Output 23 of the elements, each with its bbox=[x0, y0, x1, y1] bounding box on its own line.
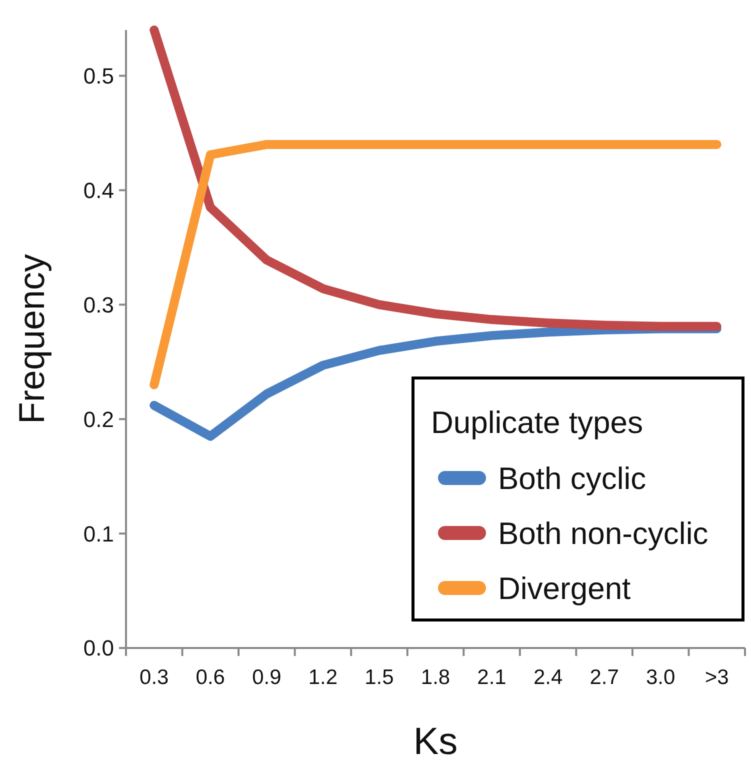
x-tick-label: >3 bbox=[704, 666, 729, 689]
y-axis-title: Frequency bbox=[11, 254, 52, 424]
x-tick-label: 3.0 bbox=[646, 666, 676, 689]
x-tick-label: 1.8 bbox=[420, 666, 450, 689]
y-tick-label: 0.1 bbox=[83, 521, 114, 546]
x-tick-label: 2.7 bbox=[590, 666, 619, 689]
x-tick-label: 1.5 bbox=[364, 666, 394, 689]
legend-title: Duplicate types bbox=[431, 405, 643, 440]
y-tick-label: 0.0 bbox=[83, 636, 114, 661]
legend-label: Both non-cyclic bbox=[498, 516, 708, 551]
x-tick-label: 2.1 bbox=[477, 666, 506, 689]
legend-label: Divergent bbox=[498, 570, 632, 606]
y-tick-label: 0.2 bbox=[83, 406, 114, 432]
x-tick-label: 0.9 bbox=[252, 666, 282, 689]
legend-label: Both cyclic bbox=[498, 460, 646, 496]
y-tick-label: 0.4 bbox=[83, 178, 114, 203]
x-tick-label: 0.6 bbox=[196, 666, 226, 689]
x-tick-label: 0.3 bbox=[140, 666, 169, 689]
x-tick-label: 2.4 bbox=[533, 666, 563, 689]
y-tick-label: 0.5 bbox=[83, 63, 114, 88]
x-axis-title: Ks bbox=[413, 721, 458, 763]
y-tick-label: 0.3 bbox=[83, 292, 114, 318]
x-tick-label: 1.2 bbox=[308, 666, 338, 689]
